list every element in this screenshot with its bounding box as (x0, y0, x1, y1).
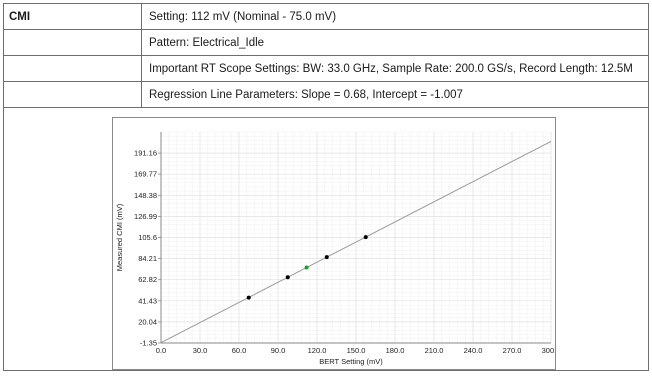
pattern-text: Pattern: Electrical_Idle (141, 29, 649, 56)
table-row: 0.0 30.0 60.0 90.0 120.0 150.0 180.0 210.0 240.0… (3, 107, 649, 371)
regression-text: Regression Line Parameters: Slope = 0.68… (141, 81, 649, 108)
x-tick-label: 30.0 (193, 346, 208, 355)
empty-label-cell (3, 55, 142, 82)
empty-label-cell (3, 29, 142, 56)
y-tick-label: 20.04 (138, 317, 157, 326)
y-tick-label: 126.99 (134, 212, 157, 221)
table-row: Pattern: Electrical_Idle (3, 29, 649, 56)
y-axis-title: Measured CMI (mV) (115, 203, 124, 271)
x-axis-title: BERT Setting (mV) (319, 357, 383, 366)
plot-cell: 0.0 30.0 60.0 90.0 120.0 150.0 180.0 210.0 240.0… (3, 107, 649, 371)
x-tick-label: 180.0 (386, 346, 405, 355)
empty-label-cell (3, 81, 142, 108)
y-tick-label: 191.16 (134, 149, 157, 158)
y-tick-label: 105.6 (138, 233, 157, 242)
y-tick-label: 169.77 (134, 170, 157, 179)
cmi-label: CMI (3, 3, 142, 30)
table-row: CMI Setting: 112 mV (Nominal - 75.0 mV) (3, 3, 649, 30)
data-point (304, 265, 309, 270)
x-tick-label: 0.0 (156, 346, 166, 355)
chart-frame: 0.0 30.0 60.0 90.0 120.0 150.0 180.0 210.0 240.0… (112, 117, 556, 370)
table-row: Regression Line Parameters: Slope = 0.68… (3, 81, 649, 108)
data-point (246, 295, 251, 300)
x-tick-label: 120.0 (308, 346, 327, 355)
scope-settings-text: Important RT Scope Settings: BW: 33.0 GH… (141, 55, 649, 82)
x-tick-label: 150.0 (347, 346, 366, 355)
setting-text: Setting: 112 mV (Nominal - 75.0 mV) (141, 3, 649, 30)
table-row: Important RT Scope Settings: BW: 33.0 GH… (3, 55, 649, 82)
x-tick-label: 90.0 (271, 346, 286, 355)
regression-line (160, 140, 552, 344)
y-tick-label: 41.43 (138, 296, 157, 305)
y-tick-label: 84.21 (138, 254, 157, 263)
y-tick-label: 148.38 (134, 191, 157, 200)
cmi-table: CMI Setting: 112 mV (Nominal - 75.0 mV) … (3, 3, 649, 371)
x-tick-label: 300.0 (542, 346, 555, 355)
data-point (324, 255, 329, 260)
x-tick-label: 240.0 (464, 346, 483, 355)
y-tick-label: -1.35 (140, 339, 157, 348)
y-tick-label: 62.82 (138, 275, 157, 284)
data-point (363, 235, 368, 240)
x-tick-label: 60.0 (232, 346, 247, 355)
scatter-chart: 0.0 30.0 60.0 90.0 120.0 150.0 180.0 210.0 240.0… (115, 131, 555, 366)
x-tick-label: 270.0 (503, 346, 522, 355)
data-point (285, 275, 290, 280)
x-tick-label: 210.0 (425, 346, 444, 355)
